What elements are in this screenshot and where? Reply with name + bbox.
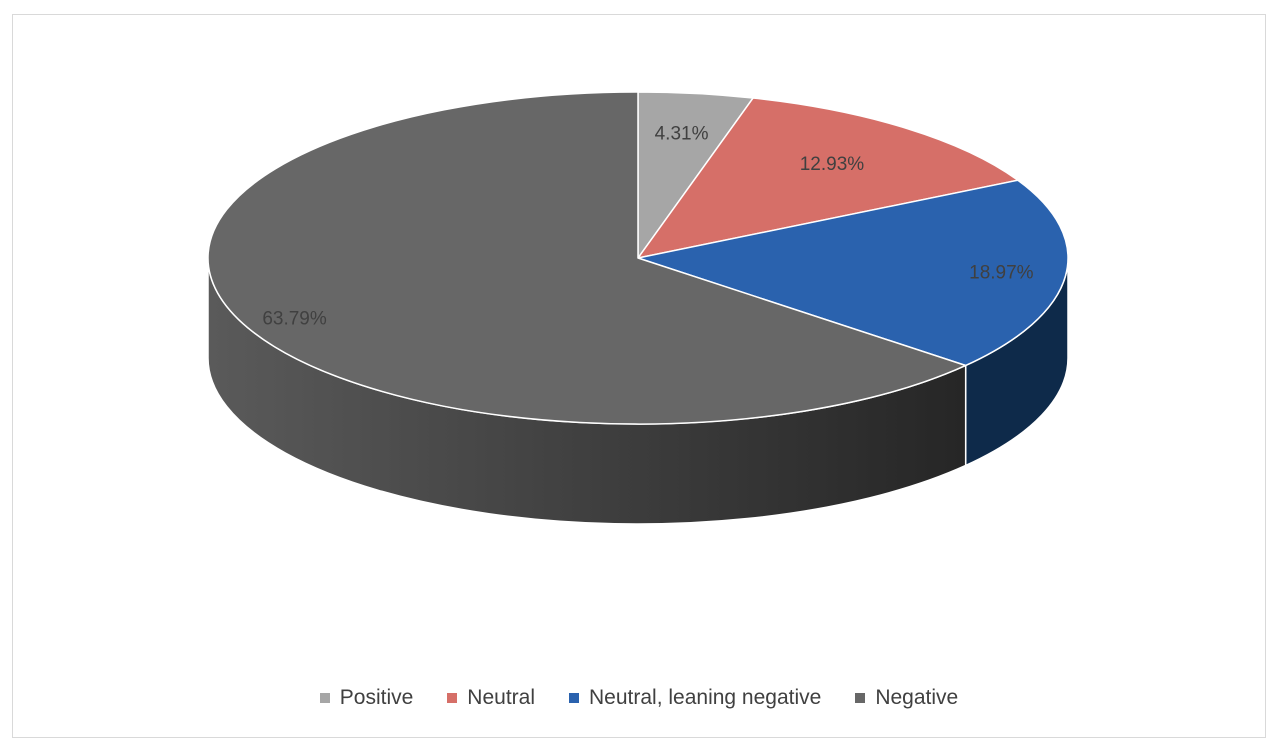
legend-swatch-positive [319, 693, 330, 703]
pie-labels: 4.31% 12.93% 18.97% 63.79% [262, 124, 1033, 330]
legend: Positive Neutral Neutral, leaning negative… [0, 686, 1278, 710]
legend-item-neutral: Neutral [447, 686, 535, 710]
legend-label-positive: Positive [339, 686, 414, 709]
legend-item-neutral-leaning-negative: Neutral, leaning negative [569, 686, 821, 710]
legend-label-neutral-leaning-negative: Neutral, leaning negative [589, 686, 822, 709]
data-label-positive: 4.31% [655, 124, 709, 145]
pie-slice-neutral [637, 97, 1019, 259]
legend-item-positive: Positive [319, 686, 414, 710]
data-label-neutral: 12.93% [800, 154, 865, 175]
legend-swatch-negative [855, 693, 866, 703]
legend-label-neutral: Neutral [467, 686, 535, 709]
legend-swatch-neutral [447, 693, 458, 703]
legend-swatch-neutral-leaning-negative [569, 693, 579, 703]
legend-item-negative: Negative [855, 686, 958, 710]
pie-slice-negative [207, 91, 967, 425]
legend-label-negative: Negative [875, 686, 959, 709]
data-label-neutral-leaning-negative: 18.97% [969, 262, 1034, 283]
data-label-negative: 63.79% [262, 308, 327, 329]
pie-slice-neutral-leaning-negative [637, 179, 1069, 367]
pie-top [207, 91, 1069, 425]
